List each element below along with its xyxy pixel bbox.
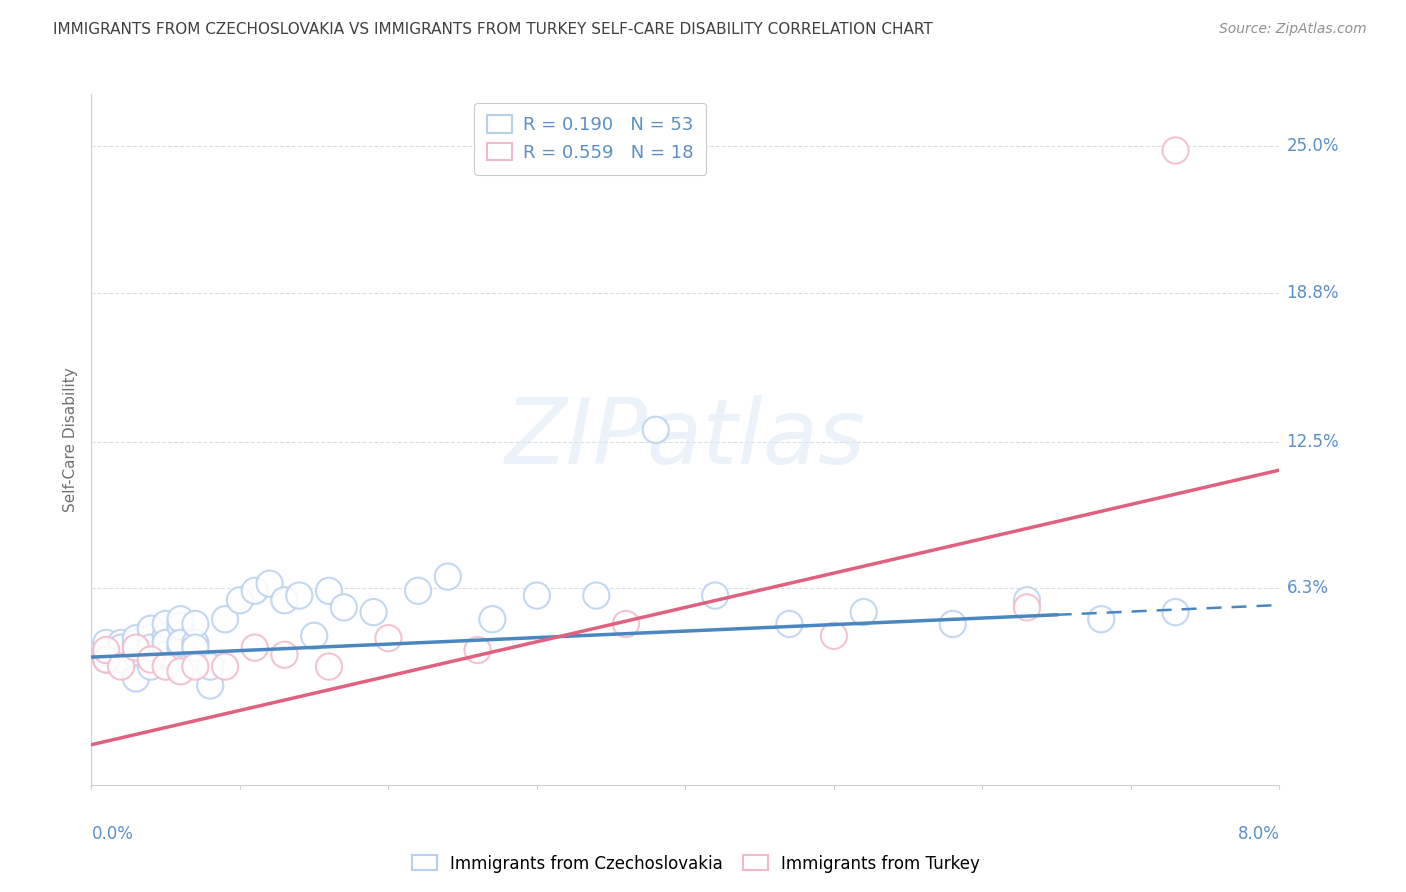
Ellipse shape xyxy=(613,611,640,637)
Ellipse shape xyxy=(256,571,283,597)
Legend: Immigrants from Czechoslovakia, Immigrants from Turkey: Immigrants from Czechoslovakia, Immigran… xyxy=(405,848,987,880)
Ellipse shape xyxy=(242,578,267,604)
Ellipse shape xyxy=(122,641,149,668)
Ellipse shape xyxy=(405,578,432,604)
Ellipse shape xyxy=(138,615,165,642)
Text: IMMIGRANTS FROM CZECHOSLOVAKIA VS IMMIGRANTS FROM TURKEY SELF-CARE DISABILITY CO: IMMIGRANTS FROM CZECHOSLOVAKIA VS IMMIGR… xyxy=(53,22,934,37)
Ellipse shape xyxy=(93,647,120,673)
Ellipse shape xyxy=(301,623,328,649)
Ellipse shape xyxy=(271,587,298,614)
Ellipse shape xyxy=(776,611,803,637)
Text: 12.5%: 12.5% xyxy=(1286,433,1339,450)
Ellipse shape xyxy=(167,658,194,684)
Text: 6.3%: 6.3% xyxy=(1286,580,1329,598)
Ellipse shape xyxy=(138,625,165,651)
Ellipse shape xyxy=(167,613,194,640)
Ellipse shape xyxy=(167,606,194,632)
Ellipse shape xyxy=(93,630,120,656)
Ellipse shape xyxy=(108,647,134,673)
Ellipse shape xyxy=(108,641,134,668)
Ellipse shape xyxy=(122,625,149,651)
Ellipse shape xyxy=(122,630,149,656)
Ellipse shape xyxy=(1014,587,1040,614)
Ellipse shape xyxy=(360,599,387,625)
Ellipse shape xyxy=(153,641,179,668)
Text: 8.0%: 8.0% xyxy=(1237,825,1279,843)
Text: 25.0%: 25.0% xyxy=(1286,136,1339,154)
Ellipse shape xyxy=(479,606,505,632)
Ellipse shape xyxy=(183,630,208,656)
Ellipse shape xyxy=(434,564,461,590)
Ellipse shape xyxy=(316,654,342,680)
Ellipse shape xyxy=(93,637,120,663)
Y-axis label: Self-Care Disability: Self-Care Disability xyxy=(63,367,79,512)
Ellipse shape xyxy=(212,654,238,680)
Ellipse shape xyxy=(138,654,165,680)
Legend: R = 0.190   N = 53, R = 0.559   N = 18: R = 0.190 N = 53, R = 0.559 N = 18 xyxy=(474,103,706,175)
Ellipse shape xyxy=(108,654,134,680)
Text: ZIPatlas: ZIPatlas xyxy=(505,395,866,483)
Ellipse shape xyxy=(330,594,357,621)
Ellipse shape xyxy=(138,647,165,673)
Ellipse shape xyxy=(375,625,402,651)
Ellipse shape xyxy=(122,634,149,661)
Ellipse shape xyxy=(643,417,669,443)
Ellipse shape xyxy=(197,654,224,680)
Ellipse shape xyxy=(316,578,342,604)
Ellipse shape xyxy=(851,599,877,625)
Ellipse shape xyxy=(153,634,179,661)
Ellipse shape xyxy=(821,623,846,649)
Ellipse shape xyxy=(153,611,179,637)
Text: 18.8%: 18.8% xyxy=(1286,284,1339,301)
Ellipse shape xyxy=(167,630,194,656)
Ellipse shape xyxy=(1163,137,1188,163)
Ellipse shape xyxy=(153,630,179,656)
Ellipse shape xyxy=(183,634,208,661)
Ellipse shape xyxy=(271,641,298,668)
Ellipse shape xyxy=(939,611,966,637)
Text: Source: ZipAtlas.com: Source: ZipAtlas.com xyxy=(1219,22,1367,37)
Ellipse shape xyxy=(212,606,238,632)
Ellipse shape xyxy=(242,634,267,661)
Ellipse shape xyxy=(153,623,179,649)
Ellipse shape xyxy=(1163,599,1188,625)
Ellipse shape xyxy=(93,647,120,673)
Ellipse shape xyxy=(138,634,165,661)
Ellipse shape xyxy=(167,634,194,661)
Ellipse shape xyxy=(702,582,728,608)
Ellipse shape xyxy=(183,654,208,680)
Ellipse shape xyxy=(122,665,149,691)
Ellipse shape xyxy=(93,640,120,665)
Text: 0.0%: 0.0% xyxy=(91,825,134,843)
Ellipse shape xyxy=(108,634,134,661)
Ellipse shape xyxy=(226,587,253,614)
Ellipse shape xyxy=(183,611,208,637)
Ellipse shape xyxy=(1014,594,1040,621)
Ellipse shape xyxy=(153,654,179,680)
Ellipse shape xyxy=(138,634,165,661)
Ellipse shape xyxy=(464,637,491,663)
Ellipse shape xyxy=(197,673,224,698)
Ellipse shape xyxy=(1088,606,1115,632)
Ellipse shape xyxy=(287,582,312,608)
Ellipse shape xyxy=(524,582,550,608)
Ellipse shape xyxy=(583,582,609,608)
Ellipse shape xyxy=(108,630,134,656)
